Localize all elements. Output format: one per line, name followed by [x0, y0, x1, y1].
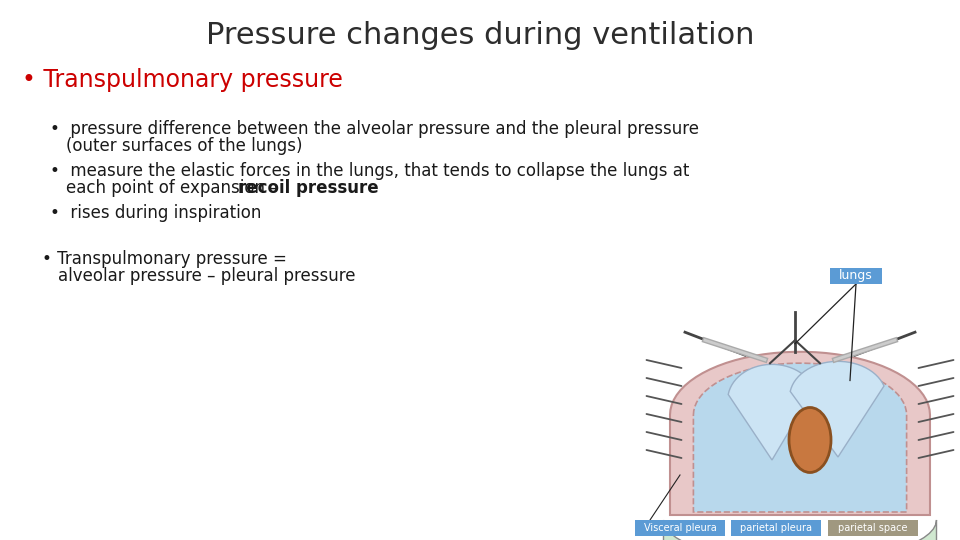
Polygon shape: [729, 364, 814, 460]
FancyBboxPatch shape: [828, 520, 918, 536]
Text: lungs: lungs: [839, 269, 873, 282]
Text: Pressure changes during ventilation: Pressure changes during ventilation: [205, 21, 755, 50]
Text: each point of expansion –: each point of expansion –: [66, 179, 284, 197]
Text: alveolar pressure – pleural pressure: alveolar pressure – pleural pressure: [58, 267, 355, 285]
Text: parietal pleura: parietal pleura: [740, 523, 812, 533]
Text: parietal space: parietal space: [838, 523, 908, 533]
Text: (outer surfaces of the lungs): (outer surfaces of the lungs): [66, 137, 302, 155]
FancyBboxPatch shape: [635, 520, 725, 536]
Polygon shape: [693, 363, 906, 512]
Polygon shape: [790, 361, 884, 457]
Polygon shape: [670, 352, 930, 515]
Text: •  measure the elastic forces in the lungs, that tends to collapse the lungs at: • measure the elastic forces in the lung…: [50, 162, 689, 180]
Text: • Transpulmonary pressure =: • Transpulmonary pressure =: [42, 250, 287, 268]
Ellipse shape: [789, 408, 831, 472]
Polygon shape: [663, 520, 937, 540]
Text: •  pressure difference between the alveolar pressure and the pleural pressure: • pressure difference between the alveol…: [50, 120, 699, 138]
FancyBboxPatch shape: [731, 520, 821, 536]
Text: Visceral pleura: Visceral pleura: [643, 523, 716, 533]
Text: recoil pressure: recoil pressure: [238, 179, 378, 197]
Text: •  rises during inspiration: • rises during inspiration: [50, 204, 261, 222]
FancyBboxPatch shape: [830, 268, 882, 284]
Text: • Transpulmonary pressure: • Transpulmonary pressure: [22, 68, 343, 92]
